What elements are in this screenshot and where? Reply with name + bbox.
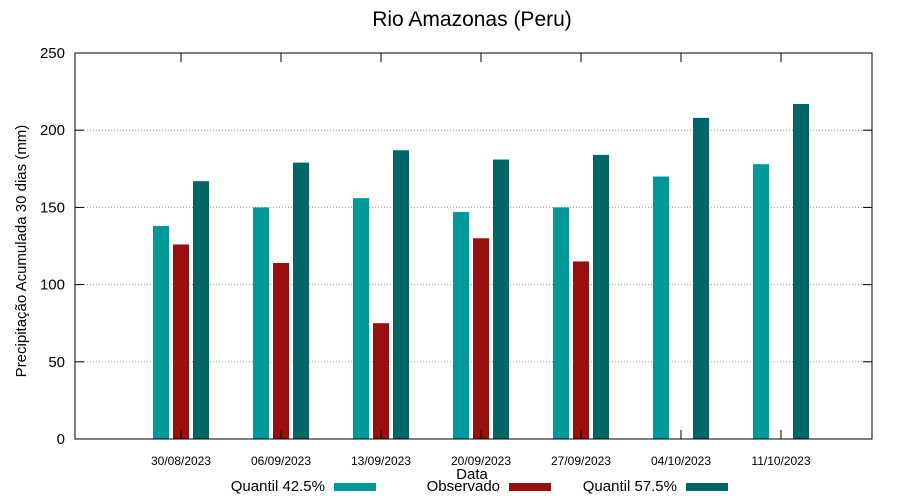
legend-label: Quantil 57.5% <box>583 478 677 495</box>
x-tick-label: 30/08/2023 <box>151 454 211 468</box>
legend-label: Observado <box>427 478 500 495</box>
bar-quantil-42-5 <box>153 225 169 439</box>
x-tick-label: 27/09/2023 <box>551 454 611 468</box>
bar-quantil-42-5 <box>353 198 369 439</box>
y-tick-label: 250 <box>40 45 65 62</box>
x-tick-label: 11/10/2023 <box>751 454 810 468</box>
x-tick-label: 13/09/2023 <box>351 454 411 468</box>
bar-quantil-57-5 <box>293 162 309 439</box>
bar-quantil-42-5 <box>453 212 469 439</box>
chart-title: Rio Amazonas (Peru) <box>372 8 572 31</box>
x-tick-label: 06/09/2023 <box>251 454 311 468</box>
legend-label: Quantil 42.5% <box>231 478 325 495</box>
y-tick-label: 150 <box>40 199 65 216</box>
bar-observado <box>173 244 189 439</box>
bar-quantil-57-5 <box>693 117 709 440</box>
x-axis-label: Data <box>456 466 488 483</box>
x-axis-ticks: 30/08/2023 06/09/2023 13/09/2023 20/09/2023… <box>151 53 811 468</box>
bar-observado <box>573 261 589 439</box>
bar-quantil-42-5 <box>653 176 669 439</box>
bar-quantil-57-5 <box>493 159 509 439</box>
bar-observado <box>273 262 289 439</box>
bars <box>153 103 809 440</box>
legend-swatch <box>686 483 728 491</box>
x-tick-label: 20/09/2023 <box>451 454 511 468</box>
y-axis-ticks: 0 50 100 150 200 250 <box>40 45 872 448</box>
bar-quantil-42-5 <box>553 207 569 439</box>
bar-quantil-42-5 <box>753 164 769 439</box>
legend: Quantil 42.5% Observado Quantil 57.5% <box>231 478 728 495</box>
bar-observado <box>473 238 489 439</box>
bar-quantil-57-5 <box>793 103 809 440</box>
y-tick-label: 100 <box>40 277 65 294</box>
bar-quantil-57-5 <box>193 181 209 440</box>
bar-quantil-57-5 <box>393 150 409 439</box>
y-tick-label: 50 <box>48 354 65 371</box>
bar-observado <box>373 323 389 439</box>
y-axis-label: Precipitação Acumulada 30 dias (mm) <box>13 125 30 378</box>
legend-swatch <box>509 483 551 491</box>
legend-swatch <box>334 483 376 491</box>
bar-quantil-42-5 <box>253 207 269 439</box>
bar-quantil-57-5 <box>593 154 609 440</box>
x-tick-label: 04/10/2023 <box>651 454 711 468</box>
y-tick-label: 0 <box>57 431 65 448</box>
y-tick-label: 200 <box>40 122 65 139</box>
plot-frame <box>74 52 873 440</box>
